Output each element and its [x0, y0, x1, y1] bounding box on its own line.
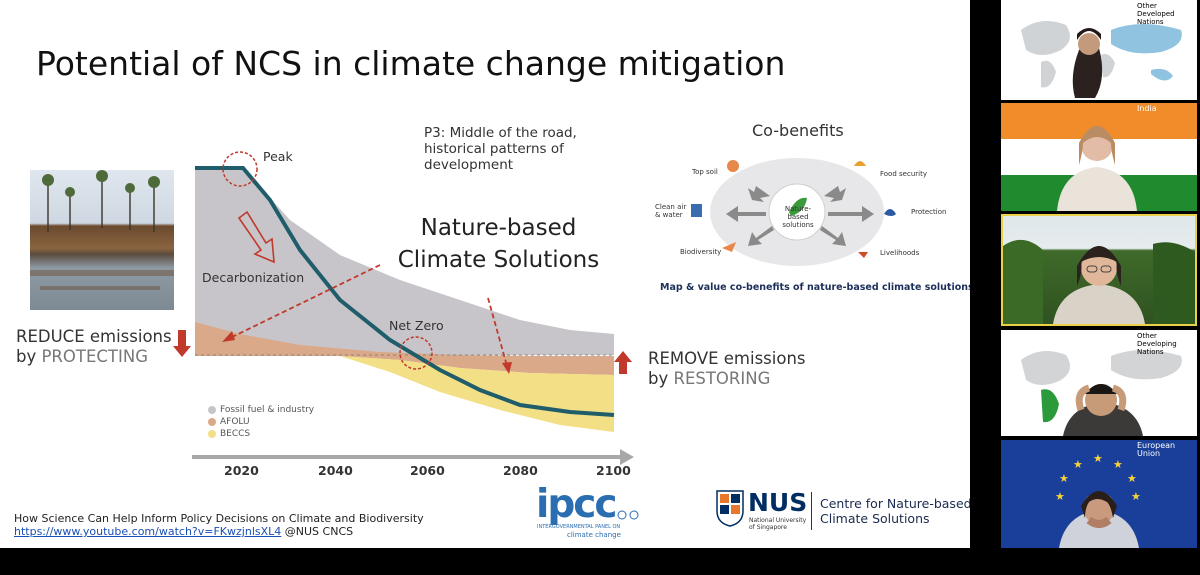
- fossil-fuel-area: [195, 168, 614, 355]
- svg-text:★: ★: [1055, 490, 1065, 503]
- x-tick-2080: 2080: [503, 463, 538, 478]
- reduce-emissions-text: REDUCE emissions by PROTECTING: [16, 327, 172, 367]
- participant-tile-4[interactable]: Other Developing Nations: [1001, 330, 1197, 436]
- reduce-line2: by PROTECTING: [16, 347, 172, 367]
- participant-label-4: Other Developing Nations: [1137, 332, 1177, 356]
- remove-by: by: [648, 369, 674, 388]
- beccs-area: [340, 356, 614, 432]
- nus-logo-subtitle: National University of Singapore: [749, 517, 807, 531]
- participant-tile-3-active-speaker[interactable]: [1001, 214, 1197, 326]
- svg-text:★: ★: [1059, 472, 1069, 485]
- legend-dot-fossil: [208, 406, 216, 414]
- footer-source: https://www.youtube.com/watch?v=FKwzjnls…: [14, 525, 353, 538]
- footer-talk-title: How Science Can Help Inform Policy Decis…: [14, 512, 424, 525]
- cobenefit-protection: Protection: [911, 208, 947, 216]
- participant-label-1: Other Developed Nations: [1137, 2, 1175, 26]
- svg-text:★: ★: [1093, 452, 1103, 465]
- svg-text:★: ★: [1131, 490, 1141, 503]
- participant-video-4: [1021, 350, 1182, 436]
- participant-tile-5[interactable]: ★ ★ ★ ★ ★ ★ ★ European Union: [1001, 440, 1197, 548]
- remove-emissions-text: REMOVE emissions by RESTORING: [648, 349, 806, 389]
- x-tick-2040: 2040: [318, 463, 353, 478]
- cobenefit-biodiversity: Biodiversity: [680, 248, 722, 256]
- footer-credit: @NUS CNCS: [281, 525, 354, 538]
- x-tick-2020: 2020: [224, 463, 259, 478]
- peak-marker: [222, 151, 258, 187]
- presentation-slide: Potential of NCS in climate change mitig…: [0, 0, 970, 548]
- deforestation-photo: [30, 170, 174, 310]
- cobenefit-top-soil: Top soil: [692, 168, 718, 176]
- cobenefit-livelihoods: Livelihoods: [880, 249, 920, 257]
- net-zero-marker: [399, 336, 433, 370]
- participant-label-5: European Union: [1137, 441, 1176, 458]
- eu-flag-stars: ★ ★ ★ ★ ★ ★ ★: [1055, 452, 1141, 548]
- cobenefits-title: Co-benefits: [752, 121, 844, 140]
- legend-beccs: BECCS: [220, 429, 251, 439]
- net-zero-label: Net Zero: [389, 318, 444, 333]
- cobenefits-caption: Map & value co-benefits of nature-based …: [660, 282, 970, 293]
- participant-tile-2[interactable]: India: [1001, 103, 1197, 211]
- nbcs-label: Nature-based Climate Solutions: [397, 215, 600, 273]
- cobenefits-center-label: Nature-based solutions: [782, 205, 814, 229]
- svg-text:★: ★: [1073, 458, 1083, 471]
- decarbonization-label: Decarbonization: [202, 270, 305, 285]
- ipcc-logo-subtitle2: climate change: [567, 531, 621, 539]
- reduce-by: by: [16, 347, 42, 366]
- svg-text:★: ★: [1127, 472, 1137, 485]
- remove-verb: RESTORING: [673, 369, 771, 388]
- x-tick-2100: 2100: [596, 463, 631, 478]
- remove-line2: by RESTORING: [648, 369, 806, 389]
- cncs-line2: Climate Solutions: [820, 511, 930, 526]
- remove-arrow-icon: [614, 351, 632, 374]
- cobenefit-icons: [691, 160, 896, 258]
- reduce-verb: PROTECTING: [41, 347, 148, 366]
- net-emissions-line: [195, 166, 615, 417]
- scenario-text: P3: Middle of the road, historical patte…: [424, 125, 577, 173]
- participant-tile-1[interactable]: Other Developed Nations: [1001, 0, 1197, 100]
- cobenefit-food-security: Food security: [880, 170, 927, 178]
- reduce-line1: REDUCE emissions: [16, 327, 172, 346]
- ipcc-logo: ipcc: [536, 482, 618, 527]
- cncs-line1: Centre for Nature-based: [820, 496, 970, 511]
- world-map-background: [1021, 21, 1182, 98]
- participant-label-2: India: [1137, 104, 1157, 113]
- legend-dot-beccs: [208, 430, 216, 438]
- slide-title: Potential of NCS in climate change mitig…: [36, 44, 786, 83]
- participant-video-2: [1057, 126, 1137, 211]
- legend-fossil: Fossil fuel & industry: [220, 405, 315, 415]
- ipcc-logo-subtitle: INTERGOVERNMENTAL PANEL ON: [537, 524, 621, 530]
- reduce-arrow-icon: [173, 330, 191, 357]
- svg-text:★: ★: [1113, 458, 1123, 471]
- cncs-logo-text: Centre for Nature-based Climate Solution…: [820, 496, 970, 526]
- logo-divider: [811, 492, 812, 530]
- remove-line1: REMOVE emissions: [648, 349, 806, 368]
- emissions-chart: [173, 151, 896, 465]
- x-tick-2060: 2060: [410, 463, 445, 478]
- legend-dot-afolu: [208, 418, 216, 426]
- participant-video-3: [1003, 239, 1195, 324]
- nus-logo: NUS: [748, 488, 808, 517]
- decarbonization-arrow: [237, 210, 275, 264]
- afolu-area: [195, 322, 614, 375]
- legend-afolu: AFOLU: [220, 417, 250, 427]
- peak-label: Peak: [263, 149, 293, 164]
- cobenefit-clean-air: Clean air & water: [655, 203, 687, 219]
- youtube-link[interactable]: https://www.youtube.com/watch?v=FKwzjnls…: [14, 525, 282, 538]
